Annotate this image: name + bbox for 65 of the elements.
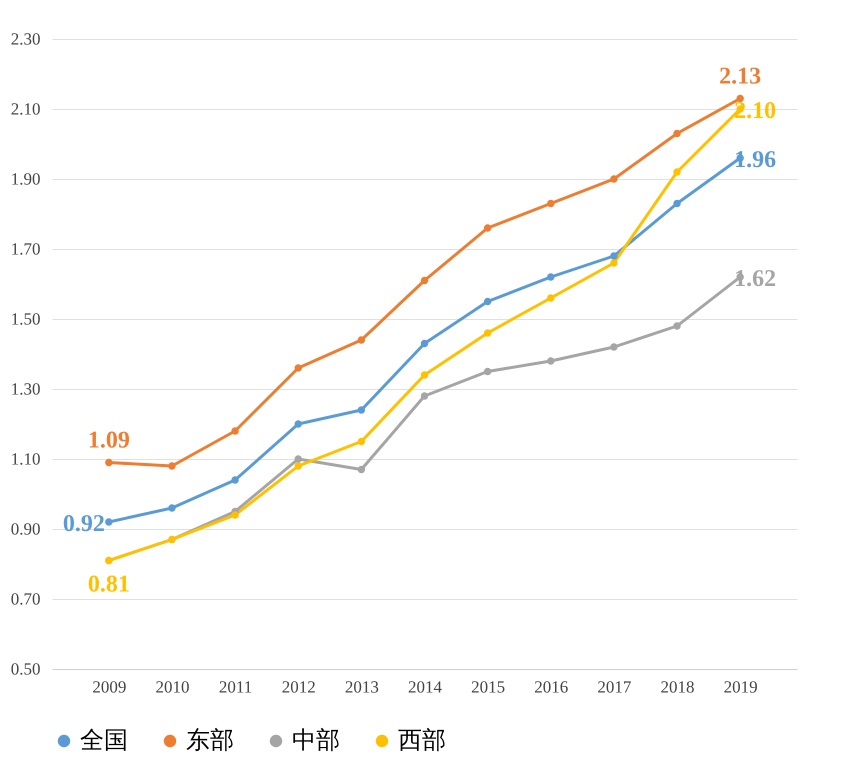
- legend-label: 东部: [186, 726, 234, 754]
- legend-label: 西部: [398, 726, 446, 754]
- y-tick-label: 2.30: [10, 30, 40, 48]
- point: [168, 504, 176, 512]
- x-tick-label: 2009: [92, 678, 126, 696]
- point: [484, 329, 492, 337]
- point: [610, 252, 618, 260]
- point: [420, 392, 428, 400]
- point: [105, 518, 113, 526]
- point: [610, 175, 618, 183]
- point: [358, 438, 366, 446]
- point: [358, 466, 366, 474]
- x-tick-label: 2016: [534, 678, 568, 696]
- x-tick-label: 2012: [282, 678, 316, 696]
- point: [484, 298, 492, 306]
- point: [168, 462, 176, 470]
- x-tick-label: 2017: [597, 678, 632, 696]
- y-tick-label: 1.50: [10, 310, 40, 328]
- legend-label: 中部: [292, 726, 340, 754]
- y-tick-label: 0.70: [10, 590, 40, 608]
- y-tick-label: 2.10: [10, 100, 40, 118]
- point: [673, 322, 681, 330]
- y-tick-label: 1.90: [10, 170, 40, 188]
- point: [547, 273, 554, 281]
- y-tick-label: 0.90: [10, 520, 40, 538]
- point: [294, 462, 302, 470]
- x-tick-label: 2018: [660, 678, 695, 696]
- point: [294, 455, 302, 463]
- point: [105, 458, 113, 466]
- point: [547, 357, 554, 365]
- y-tick-label: 1.30: [10, 380, 40, 398]
- point: [294, 420, 302, 428]
- data-label: 0.81: [88, 572, 130, 598]
- point: [610, 259, 618, 267]
- data-label: 2.13: [719, 64, 762, 90]
- point: [484, 224, 492, 232]
- data-label: 1.09: [88, 428, 130, 454]
- point: [736, 94, 744, 102]
- point: [420, 276, 428, 284]
- point: [231, 511, 239, 519]
- point: [231, 476, 239, 484]
- x-tick-label: 2015: [471, 678, 506, 696]
- data-label: 0.92: [62, 511, 105, 537]
- point: [484, 368, 492, 376]
- point: [420, 340, 428, 348]
- y-tick-label: 1.70: [10, 240, 40, 258]
- y-tick-label: 1.10: [10, 450, 40, 468]
- point: [294, 364, 302, 372]
- point: [610, 343, 618, 351]
- point: [673, 200, 681, 208]
- point: [358, 336, 366, 344]
- point: [673, 168, 681, 176]
- point: [358, 406, 366, 414]
- x-tick-label: 2014: [408, 678, 442, 696]
- point: [547, 294, 554, 302]
- x-tick-label: 2010: [155, 678, 190, 696]
- point: [673, 130, 681, 138]
- x-tick-label: 2013: [344, 678, 379, 696]
- legend-label: 全国: [80, 726, 128, 754]
- x-tick-label: 2011: [218, 678, 252, 696]
- y-tick-label: 0.50: [10, 660, 40, 678]
- x-tick-label: 2019: [724, 678, 758, 696]
- point: [547, 200, 554, 208]
- point: [231, 427, 239, 435]
- point: [420, 371, 428, 379]
